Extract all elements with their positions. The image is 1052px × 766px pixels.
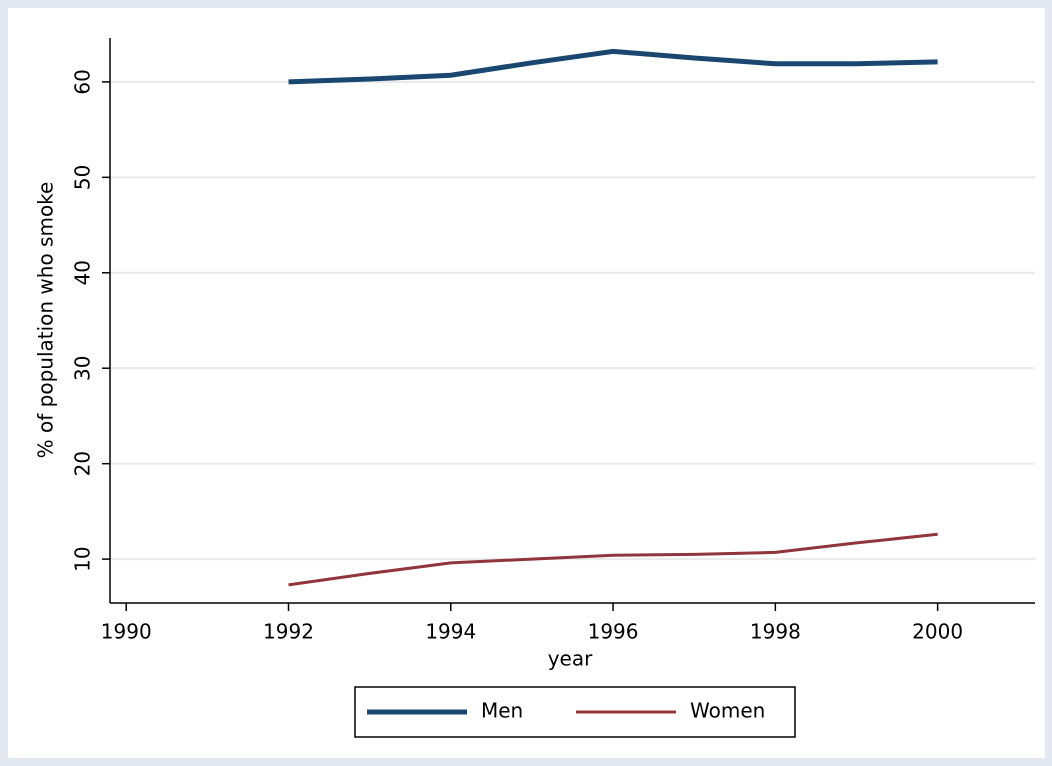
y-tick-label: 50	[71, 165, 95, 190]
y-tick-label: 30	[71, 355, 95, 380]
x-tick-label: 1996	[588, 620, 639, 644]
x-tick-label: 1990	[101, 620, 152, 644]
x-tick-label: 1994	[425, 620, 476, 644]
graph-region	[8, 8, 1045, 758]
y-tick-label: 20	[71, 451, 95, 476]
x-tick-label: 2000	[912, 620, 963, 644]
x-tick-label: 1998	[750, 620, 801, 644]
x-tick-label: 1992	[263, 620, 314, 644]
y-axis-title: % of population who smoke	[34, 182, 58, 459]
y-tick-label: 10	[71, 546, 95, 571]
legend-label: Men	[481, 699, 523, 723]
line-series	[288, 48, 938, 85]
y-tick-label: 60	[71, 69, 95, 94]
line-series	[288, 532, 938, 587]
legend-label: Women	[690, 699, 765, 723]
y-tick-label: 40	[71, 260, 95, 285]
x-axis-title: year	[548, 647, 593, 671]
